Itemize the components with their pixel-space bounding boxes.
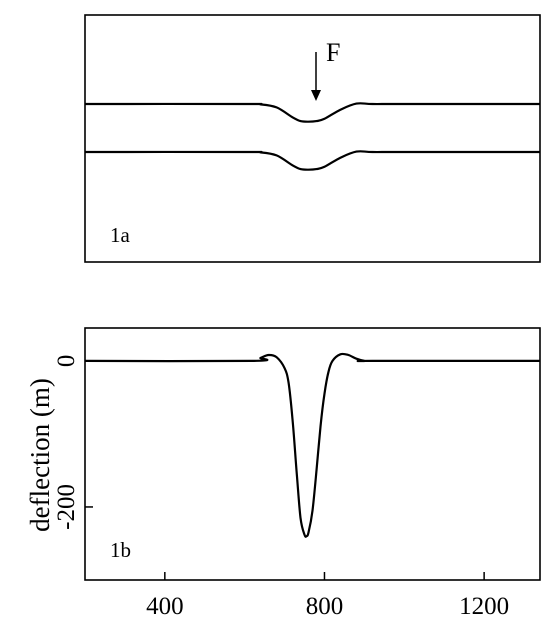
x-tick-labels: 400 800 1200: [146, 593, 509, 620]
x-tick-label-800: 800: [306, 593, 344, 620]
deflection-line: [84, 352, 540, 538]
panel-1b: 400 800 1200 0 -200 deflection (m) 1b: [25, 327, 541, 620]
axis-ticks: [85, 360, 485, 580]
panel-1b-frame: [84, 327, 541, 581]
x-tick-label-400: 400: [146, 593, 184, 620]
lower-layer-line: [84, 150, 540, 171]
panel-label-1b: 1b: [110, 538, 131, 562]
panel-1a-frame: [84, 14, 541, 263]
upper-layer-line: [84, 102, 540, 123]
y-tick-labels: 0 -200: [53, 355, 80, 530]
y-axis-label: deflection (m): [25, 378, 55, 532]
y-tick-label--200: -200: [53, 484, 80, 530]
x-tick-label-1200: 1200: [459, 593, 509, 620]
panel-1a: F 1a: [84, 14, 541, 263]
y-tick-label-0: 0: [53, 355, 80, 368]
force-label: F: [326, 38, 340, 67]
force-arrow-head: [311, 90, 321, 101]
panel-label-1a: 1a: [110, 223, 131, 247]
